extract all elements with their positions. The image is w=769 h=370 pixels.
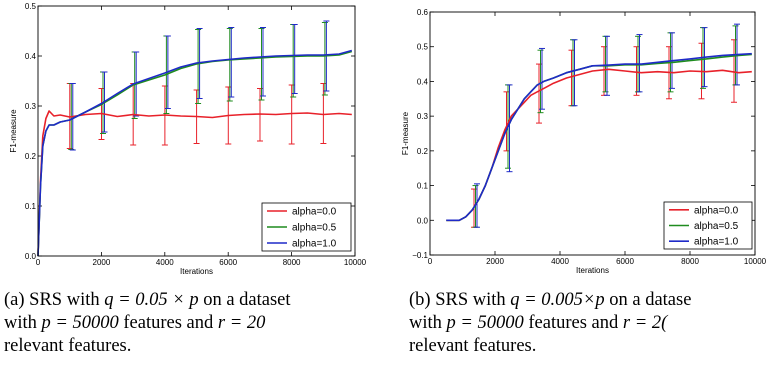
chart-b-ytick-label: 0.4 [417,77,429,86]
chart-b-xtick-label: 4000 [551,257,569,266]
chart-a-xtick-label: 10000 [344,258,367,267]
chart-a-ytick-label: 0.4 [25,52,37,61]
chart-b-xtick-label: 6000 [616,257,634,266]
caption-a-line-3: relevant features. [4,336,132,356]
caption-a-math-1: q = 0.05 × p [104,290,199,310]
chart-b-xtick-label: 8000 [681,257,699,266]
caption-a-text-1: SRS with [24,290,105,310]
chart-a-ylabel: F1-measure [9,109,18,153]
caption-a-line-2: with p = 50000 features and r = 20 [4,312,394,335]
caption-b-line-1: (b) SRS with q = 0.005×p on a datase [409,289,769,312]
chart-a-xtick-label: 6000 [219,258,237,267]
chart-a-ytick-label: 0.5 [25,2,37,11]
chart-a-ytick-label: 0.3 [25,102,37,111]
caption-a-math-2: p = 50000 [41,313,119,333]
caption-b: (b) SRS with q = 0.005×p on a datase wit… [409,289,769,358]
caption-a: (a) SRS with q = 0.05 × p on a dataset w… [4,289,394,358]
chart-a-xtick-label: 0 [36,258,41,267]
chart-b-ytick-label: 0.0 [417,216,429,225]
chart-a-ytick-label: 0.2 [25,152,37,161]
caption-a-line2-text-1: with [4,313,42,333]
chart-b-ytick-label: 0.5 [417,43,429,52]
caption-b-text-2: on a datase [604,290,692,310]
chart-a-xlabel: Iterations [180,267,213,276]
caption-a-text-2: on a dataset [198,290,291,310]
chart-a-ytick-label: 0.0 [25,252,37,261]
chart-a-ytick-label: 0.1 [25,202,37,211]
chart-b-ytick-label: 0.6 [417,8,429,17]
caption-b-line-2: with p = 50000 features and r = 2( [409,312,769,335]
caption-b-math-1: q = 0.005×p [510,290,605,310]
chart-a: 0 2000 4000 6000 8000 10000 0.0 0.1 0.2 0.3 0.4 0.5… [9,2,367,276]
chart-a-frame [37,5,356,257]
chart-b-ytick-label: −0.1 [412,251,428,260]
chart-b-xtick-label: 10000 [744,257,767,266]
chart-b-series-line-2 [446,52,752,222]
caption-b-text-1: SRS with [430,290,511,310]
caption-a-label: (a) [4,290,25,310]
chart-a-xtick-label: 2000 [93,258,111,267]
chart-b-legend-label-1: alpha=0.5 [694,221,739,232]
chart-b-frame [429,11,756,256]
chart-b-xtick-label: 2000 [486,257,504,266]
chart-a-legend-label-1: alpha=0.5 [292,223,337,234]
chart-a-legend-label-2: alpha=1.0 [292,239,337,250]
chart-b-xlabel: Iterations [576,266,609,275]
caption-a-line2-text-2: features and [118,313,218,333]
caption-b-line-3: relevant features. [409,336,537,356]
chart-b-ytick-label: 0.3 [417,112,429,121]
chart-b-legend-label-0: alpha=0.0 [694,205,739,216]
chart-a-legend-label-0: alpha=0.0 [292,207,337,218]
chart-a-xtick-label: 8000 [283,258,301,267]
chart-b: 0 2000 4000 6000 8000 10000 −0.1 0.0 0.1 0.2 0.3 0.… [401,8,767,275]
chart-b-ylabel: F1-measure [401,111,410,155]
chart-a-xtick-label: 4000 [156,258,174,267]
caption-b-math-2: p = 50000 [446,313,524,333]
caption-b-math-3: r = 2( [622,313,668,333]
caption-a-line-1: (a) SRS with q = 0.05 × p on a dataset [4,289,394,312]
chart-b-ytick-label: 0.1 [417,182,429,191]
chart-b-xtick-label: 0 [428,257,433,266]
chart-a-series-line-2 [37,49,353,257]
caption-b-label: (b) [409,290,431,310]
chart-a-series-line-0 [37,110,352,257]
caption-b-line2-text-1: with [409,313,447,333]
caption-a-math-3: r = 20 [217,313,266,333]
caption-b-line2-text-2: features and [523,313,623,333]
chart-b-legend-label-2: alpha=1.0 [694,237,739,248]
chart-b-ytick-label: 0.2 [417,147,429,156]
